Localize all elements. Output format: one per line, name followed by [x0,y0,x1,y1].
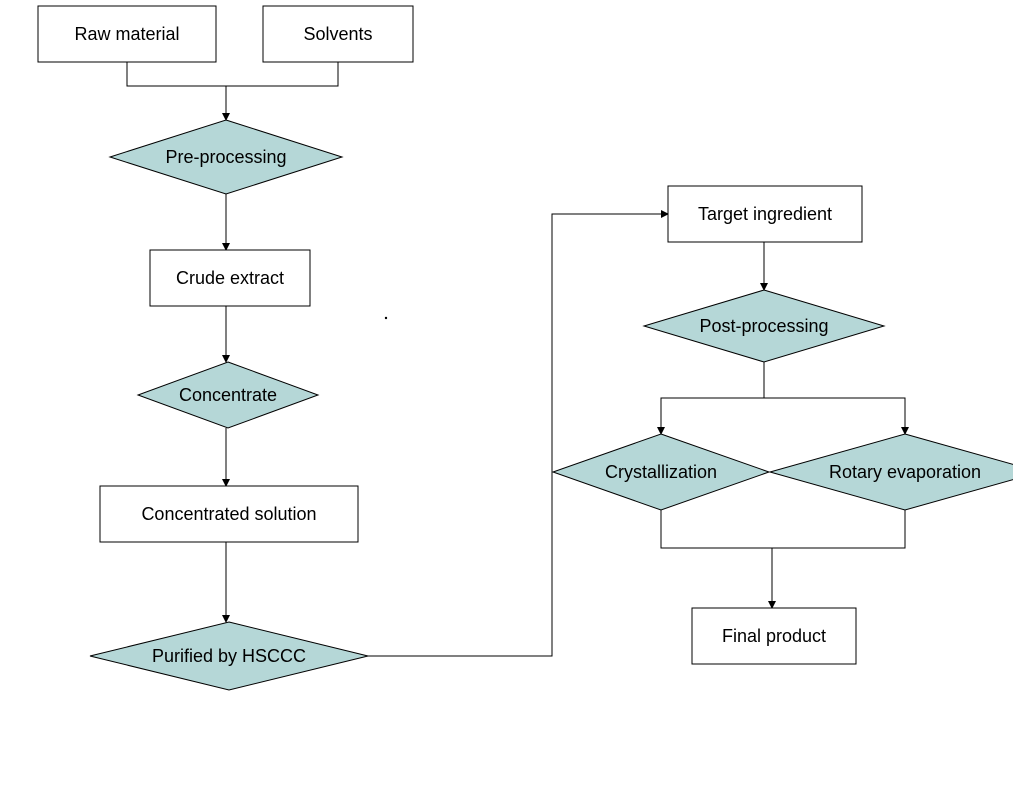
node-target: Target ingredient [668,186,862,242]
crude-label: Crude extract [176,268,284,288]
node-concsol: Concentrated solution [100,486,358,542]
node-hsccc: Purified by HSCCC [90,622,368,690]
flowchart-canvas: Raw material Solvents Pre-processing Crude … [0,0,1013,791]
raw-label: Raw material [74,24,179,44]
edge-8 [661,362,764,434]
node-cryst: Crystallization [553,434,769,510]
concsol-label: Concentrated solution [141,504,316,524]
node-crude: Crude extract [150,250,310,306]
preproc-label: Pre-processing [165,147,286,167]
node-postproc: Post-processing [644,290,884,362]
node-conc: Concentrate [138,362,318,428]
target-label: Target ingredient [698,204,832,224]
node-rotary: Rotary evaporation [770,434,1013,510]
node-solvents: Solvents [263,6,413,62]
cryst-label: Crystallization [605,462,717,482]
edge-6 [368,214,668,656]
node-preproc: Pre-processing [110,120,342,194]
edge-9 [764,398,905,434]
conc-label: Concentrate [179,385,277,405]
edge-0 [127,62,338,86]
hsccc-label: Purified by HSCCC [152,646,306,666]
stray-dot [385,317,387,319]
final-label: Final product [722,626,826,646]
edge-10 [661,510,905,548]
rotary-label: Rotary evaporation [829,462,981,482]
solvents-label: Solvents [303,24,372,44]
node-raw: Raw material [38,6,216,62]
postproc-label: Post-processing [699,316,828,336]
node-final: Final product [692,608,856,664]
